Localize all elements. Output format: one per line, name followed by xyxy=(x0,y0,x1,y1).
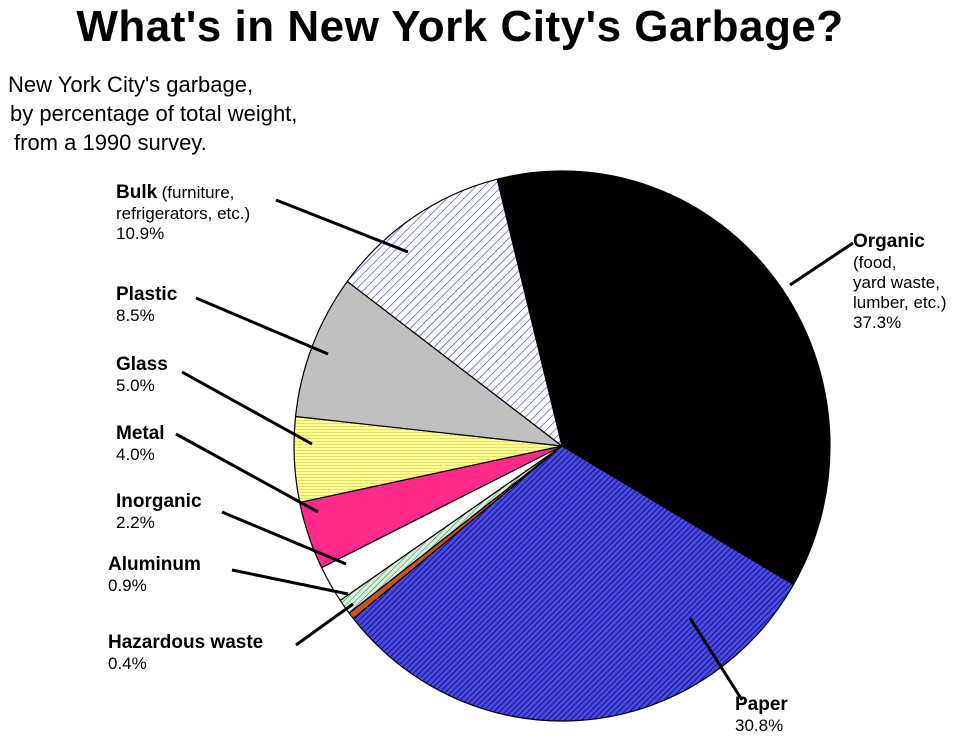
leader-line-metal xyxy=(175,432,319,514)
slice-name: Plastic xyxy=(116,284,178,305)
slice-name: Metal xyxy=(116,423,165,444)
slice-name: Paper xyxy=(735,694,788,715)
pie-slices xyxy=(293,170,831,722)
slice-label-organic: Organic (food, yard waste, lumber, etc.) 37.… xyxy=(853,232,947,333)
slice-percent: 4.0% xyxy=(116,445,155,464)
leader-line-inorganic xyxy=(221,510,347,566)
slice-label-bulk: Bulk (furniture, refrigerators, etc.) 10.9… xyxy=(116,183,250,244)
pie-slice-paper xyxy=(352,445,795,722)
leader-line-paper xyxy=(688,617,744,701)
slice-note: lumber, etc.) xyxy=(853,293,947,312)
pie-slice-organic xyxy=(496,170,831,586)
slice-name: Bulk xyxy=(116,182,158,203)
chart-title: What's in New York City's Garbage? xyxy=(76,2,844,51)
slice-percent: 30.8% xyxy=(735,716,784,735)
subtitle-line: by percentage of total weight, xyxy=(10,101,298,126)
slice-name: Aluminum xyxy=(108,554,201,575)
leader-line-glass xyxy=(181,370,313,446)
leader-line-bulk xyxy=(275,198,409,254)
slice-note: refrigerators, etc.) xyxy=(116,204,251,223)
slice-label-glass: Glass 5.0% xyxy=(116,355,168,396)
leader-line-organic xyxy=(789,241,854,287)
subtitle-line: New York City's garbage, xyxy=(8,72,254,97)
slice-percent: 0.9% xyxy=(108,576,147,595)
pie-slice-plastic xyxy=(294,280,563,447)
slice-name: Inorganic xyxy=(116,491,202,512)
leader-line-hazardous xyxy=(295,602,354,647)
slice-percent: 37.3% xyxy=(853,313,902,332)
slice-name: Glass xyxy=(116,354,168,375)
slice-percent: 10.9% xyxy=(116,224,165,243)
slice-label-paper: Paper 30.8% xyxy=(735,695,788,736)
slice-name: Organic xyxy=(853,231,925,252)
slice-note: (food, xyxy=(853,253,897,272)
slice-label-hazardous: Hazardous waste 0.4% xyxy=(108,633,263,674)
slice-percent: 5.0% xyxy=(116,376,155,395)
slice-note: yard waste, xyxy=(853,273,940,292)
leader-line-plastic xyxy=(195,296,329,356)
slice-label-aluminum: Aluminum 0.9% xyxy=(108,555,201,596)
leader-lines xyxy=(175,198,854,701)
subtitle-line: from a 1990 survey. xyxy=(14,130,207,155)
slice-note: (furniture, xyxy=(161,183,235,202)
slice-percent: 0.4% xyxy=(108,654,147,673)
pie-slice-bulk xyxy=(346,178,563,447)
slice-percent: 2.2% xyxy=(116,513,155,532)
slice-label-metal: Metal 4.0% xyxy=(116,424,165,465)
slice-name: Hazardous waste xyxy=(108,632,264,653)
leader-line-aluminum xyxy=(231,568,349,596)
chart-subtitle: New York City's garbage, by percentage o… xyxy=(8,70,297,157)
slice-percent: 8.5% xyxy=(116,306,155,325)
slice-label-inorganic: Inorganic 2.2% xyxy=(116,492,202,533)
slice-label-plastic: Plastic 8.5% xyxy=(116,285,177,326)
